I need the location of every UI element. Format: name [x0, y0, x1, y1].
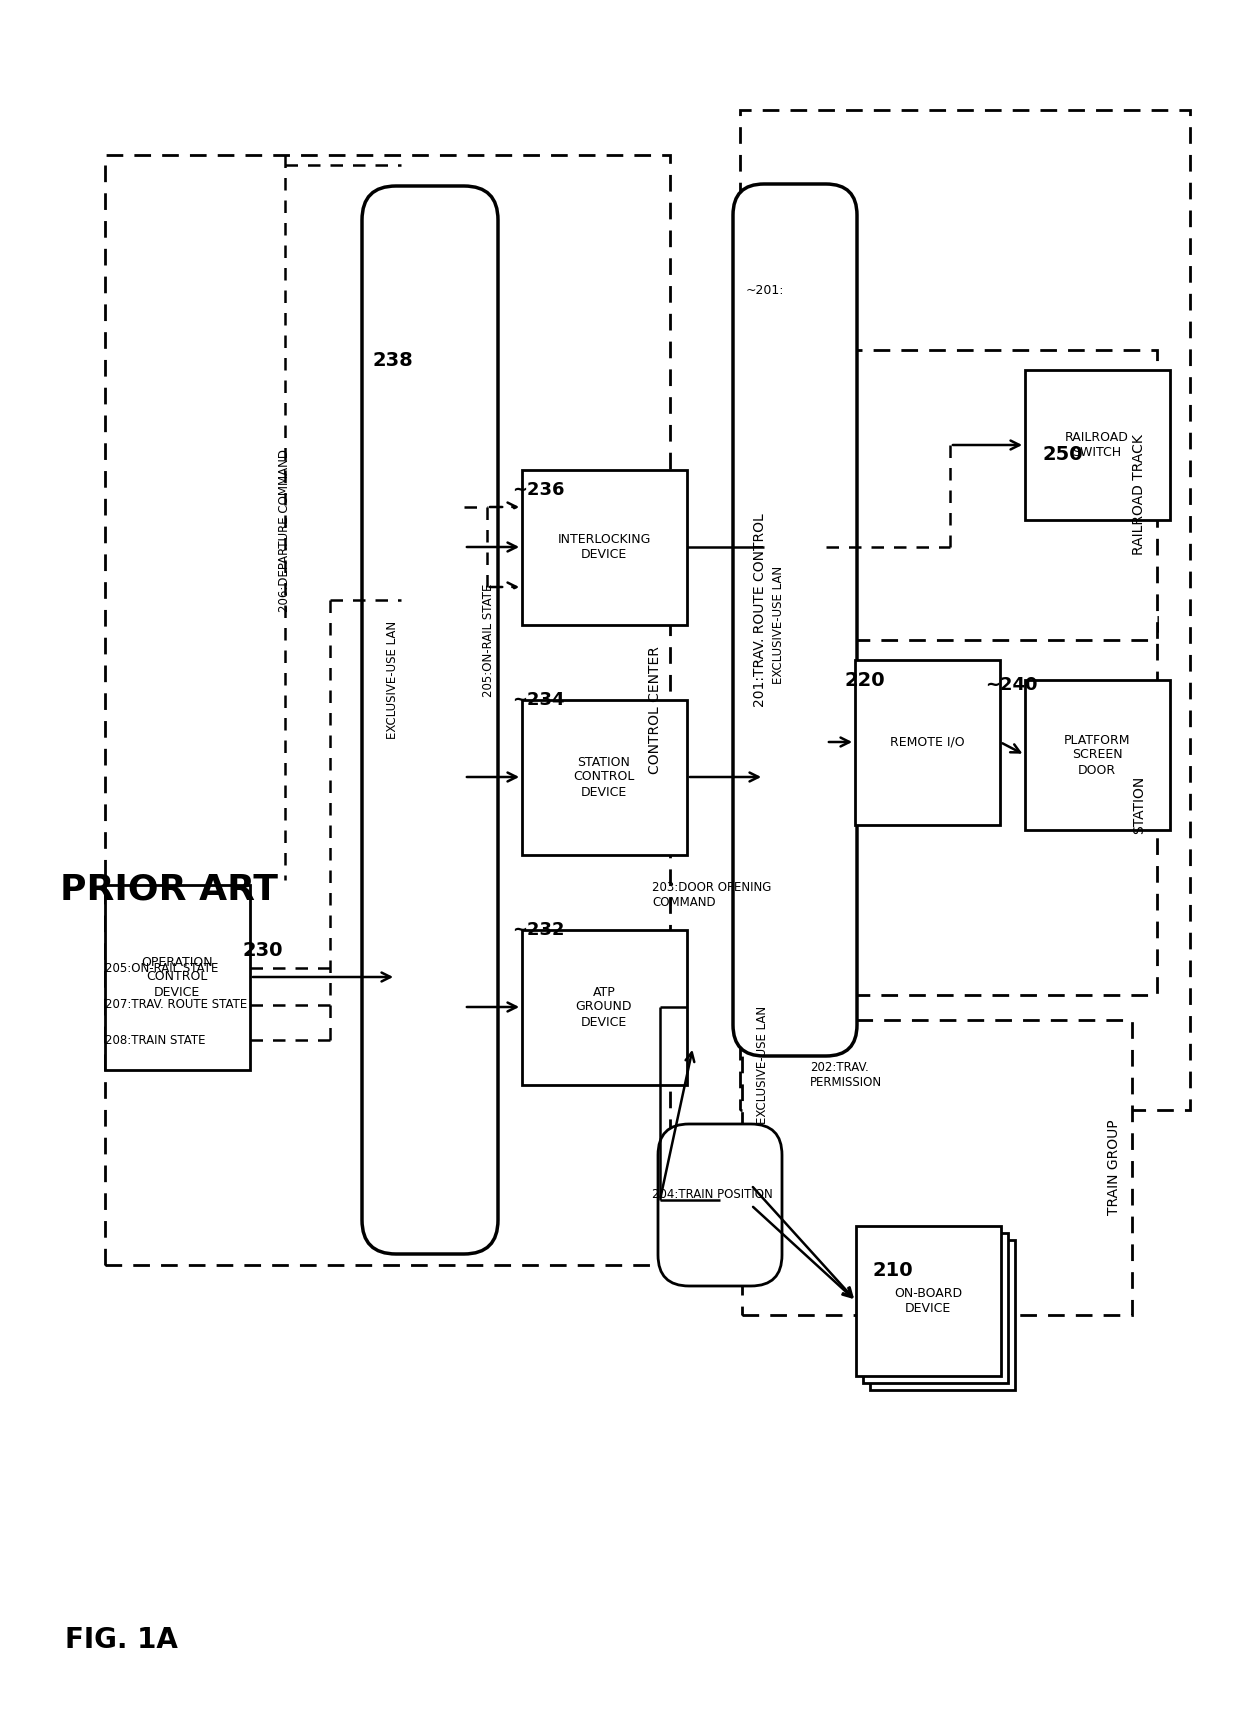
Text: ~236: ~236	[512, 480, 564, 499]
Bar	[105, 156, 670, 1265]
Text: EXCLUSIVE-USE LAN: EXCLUSIVE-USE LAN	[755, 1006, 769, 1123]
Text: PRIOR ART: PRIOR ART	[60, 873, 278, 907]
Text: 210: 210	[872, 1260, 913, 1279]
FancyBboxPatch shape	[733, 183, 857, 1056]
Text: 206:DEPARTURE COMMAND: 206:DEPARTURE COMMAND	[279, 449, 291, 612]
Text: 203:DOOR OPENING
COMMAND: 203:DOOR OPENING COMMAND	[652, 881, 771, 909]
Text: 230: 230	[242, 940, 283, 959]
Bar	[742, 351, 1157, 639]
Bar	[1025, 681, 1171, 829]
Text: ~232: ~232	[512, 921, 564, 938]
Text: 250: 250	[1042, 446, 1083, 465]
Text: 205:ON-RAIL STATE: 205:ON-RAIL STATE	[105, 961, 218, 975]
Bar	[740, 111, 1190, 1109]
FancyBboxPatch shape	[658, 1123, 782, 1286]
Text: 220: 220	[844, 670, 885, 689]
Text: ~240: ~240	[985, 676, 1038, 695]
Text: EXCLUSIVE-USE LAN: EXCLUSIVE-USE LAN	[387, 620, 399, 740]
Text: FIG. 1A: FIG. 1A	[64, 1626, 177, 1654]
Text: ATP
GROUND
DEVICE: ATP GROUND DEVICE	[575, 985, 632, 1028]
Text: RAILROAD TRACK: RAILROAD TRACK	[1132, 434, 1146, 555]
Bar	[522, 700, 687, 855]
Text: 208:TRAIN STATE: 208:TRAIN STATE	[105, 1033, 206, 1047]
Text: 204:TRAIN POSITION: 204:TRAIN POSITION	[652, 1189, 773, 1201]
Text: RAILROAD
SWITCH: RAILROAD SWITCH	[1065, 430, 1128, 460]
Bar	[522, 470, 687, 626]
Text: TRAIN GROUP: TRAIN GROUP	[1107, 1120, 1121, 1215]
Text: 201:TRAV. ROUTE CONTROL: 201:TRAV. ROUTE CONTROL	[753, 513, 768, 707]
Text: 202:TRAV.
PERMISSION: 202:TRAV. PERMISSION	[810, 1061, 882, 1089]
Text: STATION: STATION	[1132, 776, 1146, 835]
Bar	[870, 1241, 1016, 1389]
Text: ~201:: ~201:	[746, 283, 785, 297]
Text: 238: 238	[372, 351, 413, 370]
FancyBboxPatch shape	[362, 187, 498, 1255]
Bar	[1025, 370, 1171, 520]
Bar	[856, 660, 999, 824]
Text: EXCLUSIVE-USE LAN: EXCLUSIVE-USE LAN	[771, 567, 785, 684]
Bar	[863, 1234, 1008, 1382]
Text: CONTROL CENTER: CONTROL CENTER	[649, 646, 662, 774]
Bar	[522, 930, 687, 1085]
Text: OPERATION
CONTROL
DEVICE: OPERATION CONTROL DEVICE	[141, 956, 213, 999]
Text: STATION
CONTROL
DEVICE: STATION CONTROL DEVICE	[573, 755, 635, 798]
Text: INTERLOCKING
DEVICE: INTERLOCKING DEVICE	[557, 532, 651, 562]
Bar	[105, 885, 250, 1070]
Text: ~234: ~234	[512, 691, 564, 708]
Bar	[742, 1020, 1132, 1315]
Text: ON-BOARD
DEVICE: ON-BOARD DEVICE	[894, 1287, 962, 1315]
Text: REMOTE I/O: REMOTE I/O	[889, 736, 965, 748]
Text: 207:TRAV. ROUTE STATE: 207:TRAV. ROUTE STATE	[105, 999, 247, 1011]
Bar	[742, 615, 1157, 995]
Text: 205:ON-RAIL STATE: 205:ON-RAIL STATE	[481, 584, 495, 696]
Text: PLATFORM
SCREEN
DOOR: PLATFORM SCREEN DOOR	[1064, 733, 1130, 776]
Bar	[856, 1225, 1001, 1375]
